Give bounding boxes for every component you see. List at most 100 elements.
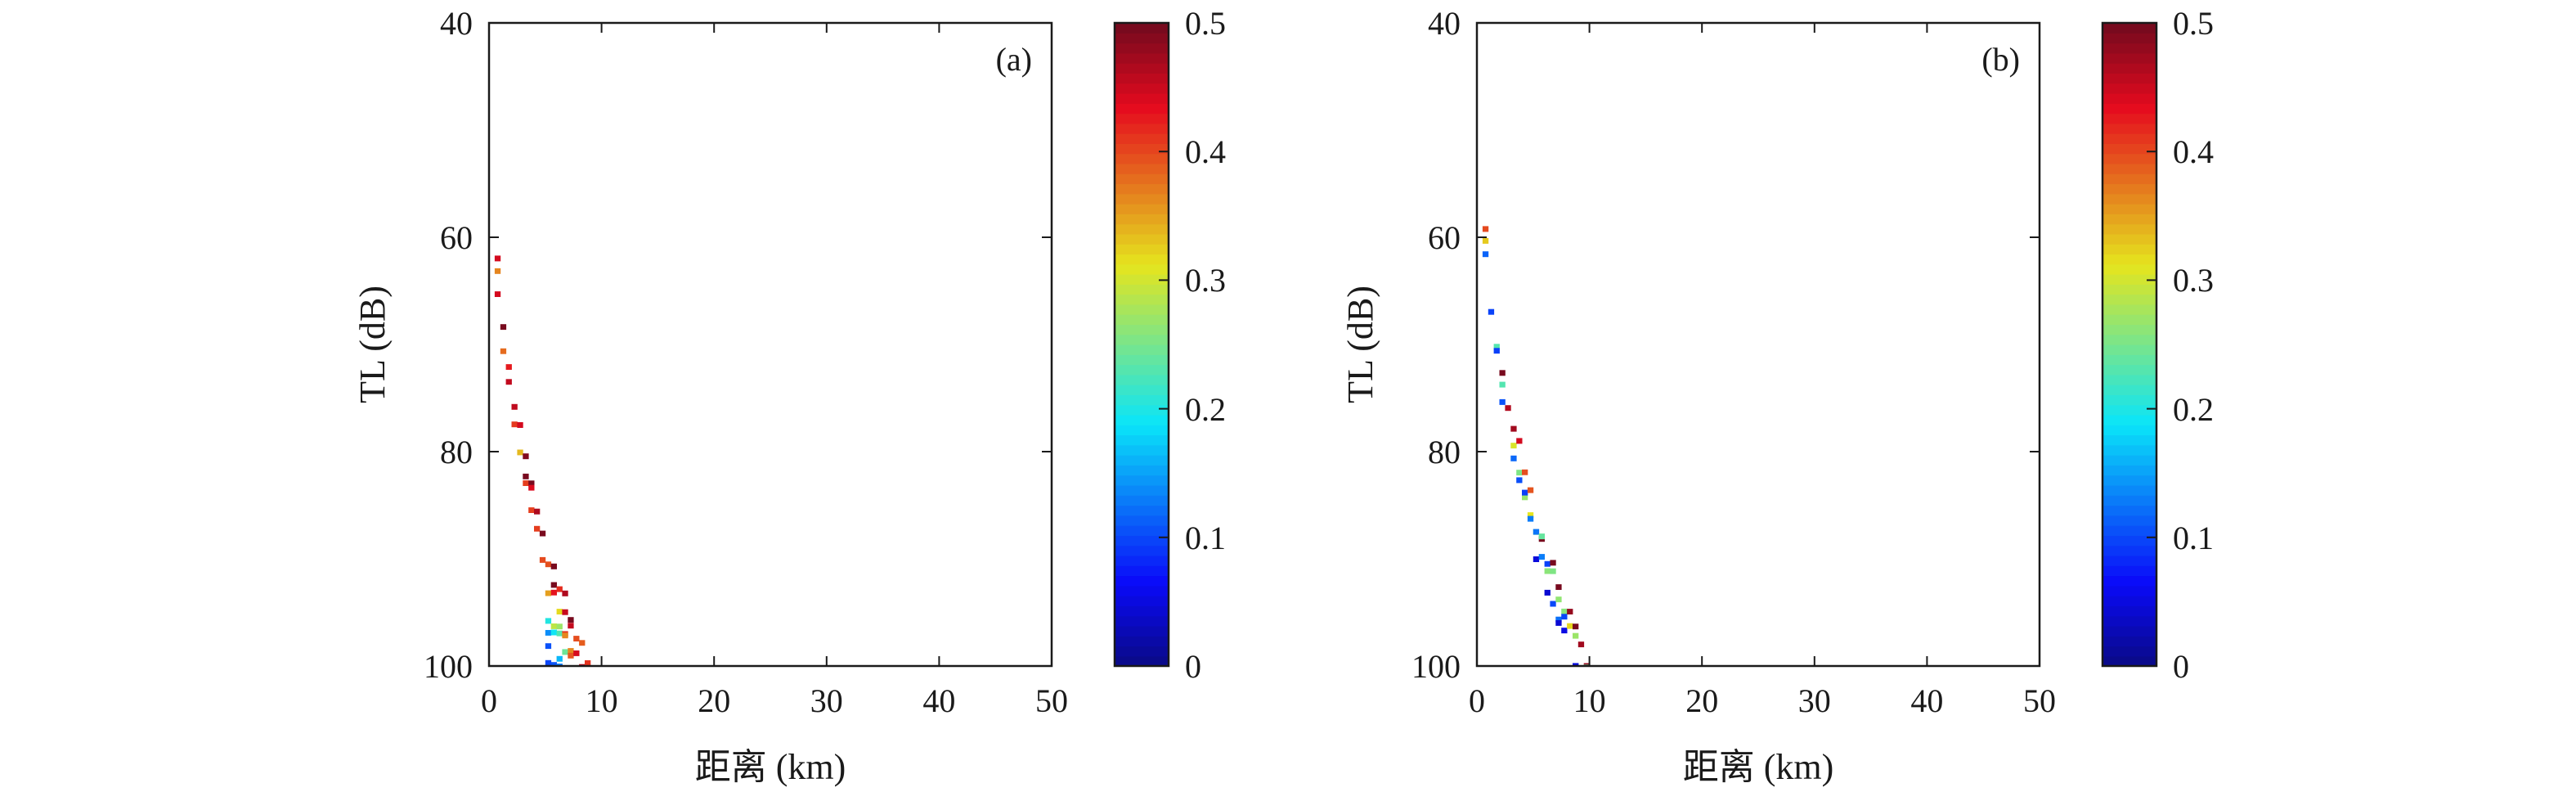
colorbar-segment: [2103, 153, 2156, 164]
heatmap-cell: [1522, 489, 1528, 496]
colorbar-segment: [2103, 404, 2156, 416]
heatmap-cell: [534, 525, 541, 532]
colorbar-segment: [2103, 385, 2156, 396]
colorbar-segment: [1115, 444, 1169, 456]
heatmap-cell: [556, 630, 563, 637]
colorbar-a: 0 0.1 0.2 0.3 0.4 0.5: [1113, 5, 1226, 685]
heatmap-cell: [1499, 370, 1506, 376]
x-tick-label: 20: [1685, 682, 1718, 719]
heatmap-cell: [568, 652, 574, 659]
heatmap-cell: [500, 348, 507, 354]
colorbar-segment: [1115, 575, 1169, 587]
colorbar-segment: [1115, 615, 1169, 627]
heatmap-cell: [528, 480, 535, 487]
colorbar-segment: [1115, 23, 1169, 34]
colorbar-segment: [1115, 294, 1169, 305]
heatmap-cell: [1550, 560, 1556, 566]
heatmap-cell: [1510, 455, 1517, 461]
colorbar-segment: [1115, 354, 1169, 366]
heatmap-cell: [1583, 663, 1590, 666]
heatmap-cell: [545, 590, 552, 596]
heatmap-cells-b: [1482, 226, 1590, 666]
heatmap-cell: [1516, 477, 1523, 484]
colorbar-gradient: [2103, 23, 2156, 667]
heatmap-cell: [511, 421, 518, 428]
y-tick-label: 100: [424, 648, 473, 685]
colorbar-segment: [2103, 33, 2156, 44]
heatmap-cell: [1555, 616, 1562, 623]
colorbar-segment: [1115, 284, 1169, 295]
colorbar-segment: [2103, 465, 2156, 476]
heatmap-cell: [545, 630, 552, 636]
colorbar-segment: [1115, 535, 1169, 547]
x-tick-label: 50: [1035, 682, 1068, 719]
heatmap-cell: [494, 268, 501, 274]
colorbar-segment: [1115, 163, 1169, 174]
colorbar-tick-label: 0: [1185, 648, 1201, 685]
colorbar-segment: [2103, 274, 2156, 285]
colorbar-segment: [1115, 233, 1169, 245]
colorbar-segment: [2103, 83, 2156, 94]
colorbar-segment: [1115, 515, 1169, 526]
colorbar-segment: [2103, 223, 2156, 235]
heatmap-cell: [1493, 348, 1500, 354]
colorbar-segment: [1115, 484, 1169, 496]
heatmap-cell: [562, 649, 568, 655]
colorbar-segment: [2103, 596, 2156, 606]
colorbar-segment: [1115, 324, 1169, 335]
colorbar-segment: [2103, 204, 2156, 214]
colorbar-segment: [1115, 555, 1169, 566]
x-tick-label: 10: [1573, 682, 1606, 719]
colorbar-segment: [2103, 364, 2156, 376]
heatmap-cell: [1538, 533, 1545, 540]
plot-frame-b: [1475, 21, 2041, 668]
colorbar-segment: [2103, 535, 2156, 547]
colorbar-segment: [2103, 193, 2156, 205]
colorbar-segment: [1115, 344, 1169, 355]
colorbar-segment: [2103, 63, 2156, 74]
heatmap-cell: [505, 364, 512, 370]
colorbar-segment: [1115, 475, 1169, 486]
colorbar-segment: [1115, 385, 1169, 396]
colorbar-segment: [1115, 92, 1169, 104]
colorbar-segment: [1115, 505, 1169, 516]
y-tick-label: 80: [440, 434, 473, 470]
colorbar-segment: [1115, 103, 1169, 115]
heatmap-cell: [1567, 623, 1573, 629]
x-tick-label: 40: [1910, 682, 1943, 719]
heatmap-cell: [556, 586, 563, 592]
heatmap-cell: [1573, 663, 1579, 666]
heatmap-cell: [1527, 487, 1534, 493]
heatmap-cell: [573, 650, 580, 656]
colorbar-segment: [1115, 394, 1169, 406]
heatmap-cell: [545, 618, 552, 624]
colorbar-tick-label: 0.2: [2173, 391, 2214, 428]
colorbar-segment: [1115, 404, 1169, 416]
colorbar-segment: [2103, 434, 2156, 446]
colorbar-segment: [1115, 465, 1169, 476]
heatmap-cell: [523, 453, 529, 460]
heatmap-cell: [1577, 641, 1585, 648]
colorbar-segment: [2103, 123, 2156, 134]
colorbar-segment: [2103, 605, 2156, 617]
heatmap-cell: [1505, 405, 1511, 412]
heatmap-cell: [1510, 425, 1517, 432]
colorbar-segment: [2103, 324, 2156, 335]
heatmap-cells-a: [494, 255, 591, 666]
colorbar-segment: [2103, 163, 2156, 174]
colorbar-frame: [1113, 21, 1170, 668]
colorbar-segment: [2103, 394, 2156, 406]
colorbar-segment: [1115, 223, 1169, 235]
heatmap-cell: [539, 530, 546, 537]
x-tick-label: 40: [922, 682, 955, 719]
heatmap-cell: [1488, 308, 1495, 315]
colorbar-segment: [2103, 113, 2156, 124]
colorbar-b: 0 0.1 0.2 0.3 0.4 0.5: [2101, 5, 2214, 685]
colorbar-segment: [1115, 244, 1169, 255]
heatmap-cell: [523, 480, 529, 486]
x-axis-label: 距离 (km): [1683, 747, 1834, 787]
colorbar-segment: [2103, 344, 2156, 355]
colorbar-segment: [1115, 565, 1169, 577]
colorbar-segment: [1115, 434, 1169, 446]
heatmap-cell: [494, 255, 501, 262]
